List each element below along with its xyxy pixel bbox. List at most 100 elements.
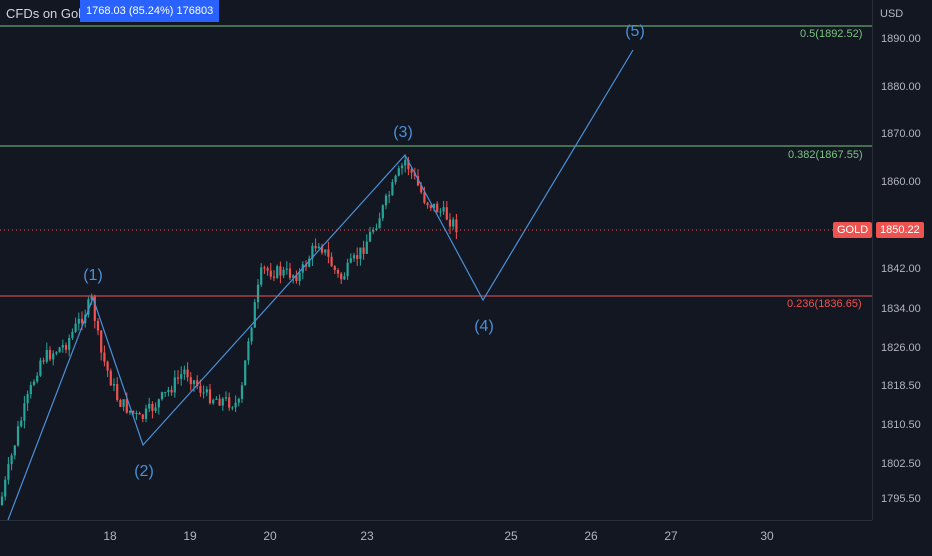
currency-label: USD <box>880 8 904 20</box>
candle-body <box>141 414 144 419</box>
wave-label: (1) <box>83 267 103 284</box>
candle-body <box>80 318 84 324</box>
fib-label-0.236: 0.236(1836.65) <box>787 298 862 310</box>
candle-body <box>359 247 362 259</box>
candle-body <box>68 337 71 350</box>
candle-body <box>356 255 359 259</box>
candle-body <box>148 403 151 409</box>
last-price-tag: 1850.22 <box>876 222 924 238</box>
candle-body <box>295 275 298 281</box>
candle-body <box>317 246 320 249</box>
candle-body <box>26 394 29 404</box>
candle-body <box>42 360 45 362</box>
candle-body <box>71 331 74 338</box>
candle-body <box>112 384 116 386</box>
elliott-wave: (1) (2) (3) (4) (5) <box>7 23 645 520</box>
candle-body <box>336 270 340 274</box>
time-tick: 25 <box>504 529 518 543</box>
candle-body <box>20 420 23 427</box>
time-axis[interactable]: 18 19 20 23 25 26 27 30 <box>0 520 872 551</box>
candle-body <box>391 181 394 196</box>
candle-body <box>276 266 279 278</box>
candle-body <box>154 407 157 411</box>
fib-lines <box>0 25 872 297</box>
candle-body <box>372 230 375 232</box>
candle-body <box>186 369 189 378</box>
candle-body <box>173 377 176 393</box>
candle-body <box>119 400 122 407</box>
candle-body <box>256 284 260 303</box>
candle-body <box>180 374 183 379</box>
candle-body <box>304 264 308 267</box>
candle-body <box>400 165 404 169</box>
candle-body <box>205 389 208 393</box>
candle-body <box>260 267 263 285</box>
candle-body <box>77 318 80 324</box>
candle-body <box>29 384 32 395</box>
candle-body <box>343 276 346 280</box>
candle-body <box>208 389 212 404</box>
candle-body <box>327 249 330 257</box>
candle-body <box>87 299 90 315</box>
candle-body <box>352 255 356 259</box>
candle-body <box>378 218 381 229</box>
candle-body <box>224 397 228 399</box>
candle-body <box>90 296 93 300</box>
time-tick: 19 <box>183 529 197 543</box>
candle-body <box>135 412 138 414</box>
candle-body <box>58 347 61 353</box>
candle-body <box>74 323 77 332</box>
candle-body <box>349 258 352 263</box>
candle-body <box>215 398 218 400</box>
wave-label: (5) <box>625 23 645 40</box>
symbol-tag: GOLD <box>833 222 873 238</box>
price-tick: 1870.00 <box>881 128 921 140</box>
candle-body <box>314 245 317 249</box>
candle-body <box>448 219 452 227</box>
price-tick: 1890.00 <box>881 33 921 45</box>
candle-body <box>452 219 455 227</box>
candle-body <box>455 219 458 233</box>
candle-body <box>381 205 384 219</box>
candle-body <box>346 262 349 277</box>
candle-body <box>423 192 426 203</box>
candle-body <box>384 195 388 206</box>
candle-body <box>16 426 20 446</box>
price-pane[interactable]: (1) (2) (3) (4) (5) <box>0 0 872 520</box>
price-axis[interactable]: 1890.00 1880.00 1870.00 1860.00 1842.00 1834.… <box>872 0 932 520</box>
wave-label: (3) <box>393 124 413 141</box>
candle-body <box>426 202 429 206</box>
candle-body <box>167 389 170 393</box>
candle-body <box>250 327 253 342</box>
candle-body <box>288 268 292 278</box>
candle-body <box>247 341 250 361</box>
candle-body <box>218 398 221 406</box>
candle-body <box>160 392 164 400</box>
candle-body <box>48 350 52 360</box>
price-tick: 1818.50 <box>881 380 921 392</box>
candle-body <box>234 402 237 408</box>
candle-body <box>237 398 240 403</box>
candle-body <box>397 168 400 176</box>
candle-body <box>199 386 202 393</box>
candle-body <box>170 389 173 393</box>
candle-body <box>263 267 266 269</box>
candle-body <box>0 496 4 505</box>
candle-body <box>298 272 301 281</box>
price-tick: 1802.50 <box>881 458 921 470</box>
candle-body <box>125 399 128 413</box>
candle-body <box>279 266 282 276</box>
candle-body <box>157 399 160 408</box>
wave-label: (4) <box>474 318 494 335</box>
candle-body <box>394 175 397 182</box>
time-tick: 27 <box>664 529 678 543</box>
price-tick: 1810.50 <box>881 419 921 431</box>
wave-line[interactable] <box>7 49 634 520</box>
candle-body <box>436 203 439 213</box>
candle-body <box>202 392 205 394</box>
fib-label-0.5: 0.5(1892.52) <box>800 28 863 40</box>
candle-body <box>39 360 42 376</box>
candle-body <box>132 410 135 414</box>
candle-body <box>189 377 192 385</box>
